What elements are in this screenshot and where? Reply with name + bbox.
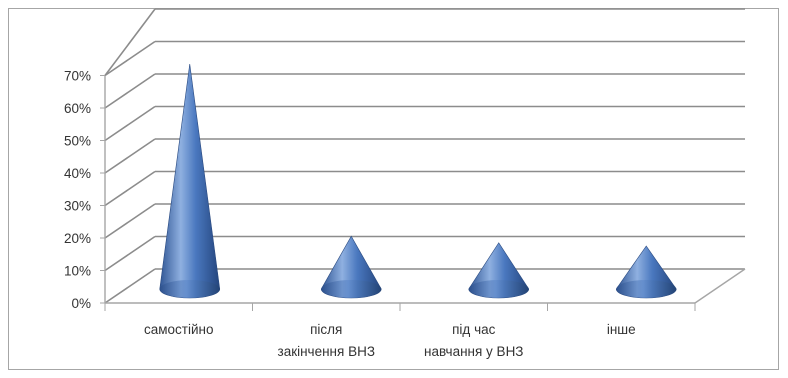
cone-base	[159, 280, 220, 298]
y-tick-label: 30%	[64, 199, 91, 214]
cones	[159, 63, 677, 299]
floor-edge	[694, 268, 746, 304]
gridline-side	[104, 268, 156, 304]
cone-body	[159, 63, 221, 299]
cone-base	[321, 280, 382, 298]
gridline-side	[104, 170, 156, 207]
y-axis-ticks: 0% 10% 20% 30% 40% 50% 60% 70%	[64, 69, 91, 312]
cone-bar	[468, 242, 530, 299]
cone-bar	[615, 245, 677, 299]
chart-area	[8, 8, 779, 370]
y-tick-label: 60%	[64, 101, 91, 116]
y-tick-label: 10%	[64, 264, 91, 279]
cone-bar	[320, 235, 382, 299]
cone-base	[468, 280, 529, 298]
x-tick-label: під час	[452, 322, 495, 337]
y-tick-label: 0%	[71, 296, 91, 311]
gridline-side	[104, 203, 156, 239]
x-tick-label: після	[310, 322, 342, 337]
x-tick-label: інше	[607, 322, 636, 337]
y-tick-label: 50%	[64, 134, 91, 149]
y-tick-label: 70%	[64, 69, 91, 84]
gridline-side	[104, 73, 156, 109]
gridline-side	[104, 105, 156, 142]
x-tick-label: навчання у ВНЗ	[424, 344, 523, 359]
cone-bar	[159, 63, 221, 299]
y-tick-label: 20%	[64, 231, 91, 246]
y-tick-label: 40%	[64, 166, 91, 181]
x-axis-labels: самостійно після закінчення ВНЗ під час навч…	[144, 322, 636, 359]
gridline-side	[104, 138, 156, 174]
axes	[100, 75, 746, 311]
x-tick-label: закінчення ВНЗ	[278, 344, 375, 359]
cone-base	[616, 280, 677, 298]
gridline-side	[104, 8, 156, 76]
gridline-side	[104, 235, 156, 272]
gridline-side	[104, 40, 156, 77]
x-tick-label: самостійно	[144, 322, 213, 337]
